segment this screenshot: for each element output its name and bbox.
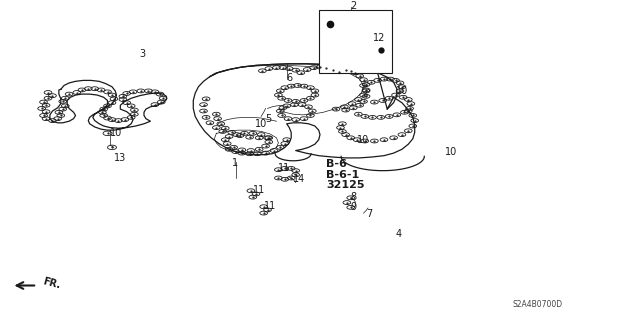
Text: B-6-1: B-6-1 bbox=[326, 170, 360, 180]
Text: 4: 4 bbox=[396, 229, 402, 240]
Text: 1: 1 bbox=[232, 158, 238, 168]
Text: 10: 10 bbox=[445, 146, 457, 157]
Text: 5: 5 bbox=[266, 114, 272, 124]
Text: 8: 8 bbox=[351, 192, 357, 202]
Text: 11: 11 bbox=[253, 185, 265, 195]
Text: 2: 2 bbox=[351, 1, 357, 11]
Text: 9: 9 bbox=[351, 202, 357, 212]
Text: 7: 7 bbox=[366, 209, 372, 219]
Text: B-6: B-6 bbox=[326, 159, 348, 169]
Text: 13: 13 bbox=[114, 153, 126, 163]
Text: 10: 10 bbox=[396, 86, 408, 96]
Text: 11: 11 bbox=[278, 163, 291, 174]
FancyBboxPatch shape bbox=[319, 10, 392, 73]
Text: 10: 10 bbox=[110, 128, 122, 138]
Text: 3: 3 bbox=[140, 48, 146, 59]
Text: 14: 14 bbox=[293, 174, 305, 184]
Text: 11: 11 bbox=[264, 201, 276, 211]
Text: S2A4B0700D: S2A4B0700D bbox=[513, 300, 563, 309]
Text: 10: 10 bbox=[255, 119, 267, 129]
Text: FR.: FR. bbox=[42, 277, 61, 291]
Text: 12: 12 bbox=[372, 33, 385, 43]
Text: 10: 10 bbox=[357, 135, 369, 145]
Text: 32125: 32125 bbox=[326, 180, 365, 190]
Text: 6: 6 bbox=[287, 73, 293, 83]
